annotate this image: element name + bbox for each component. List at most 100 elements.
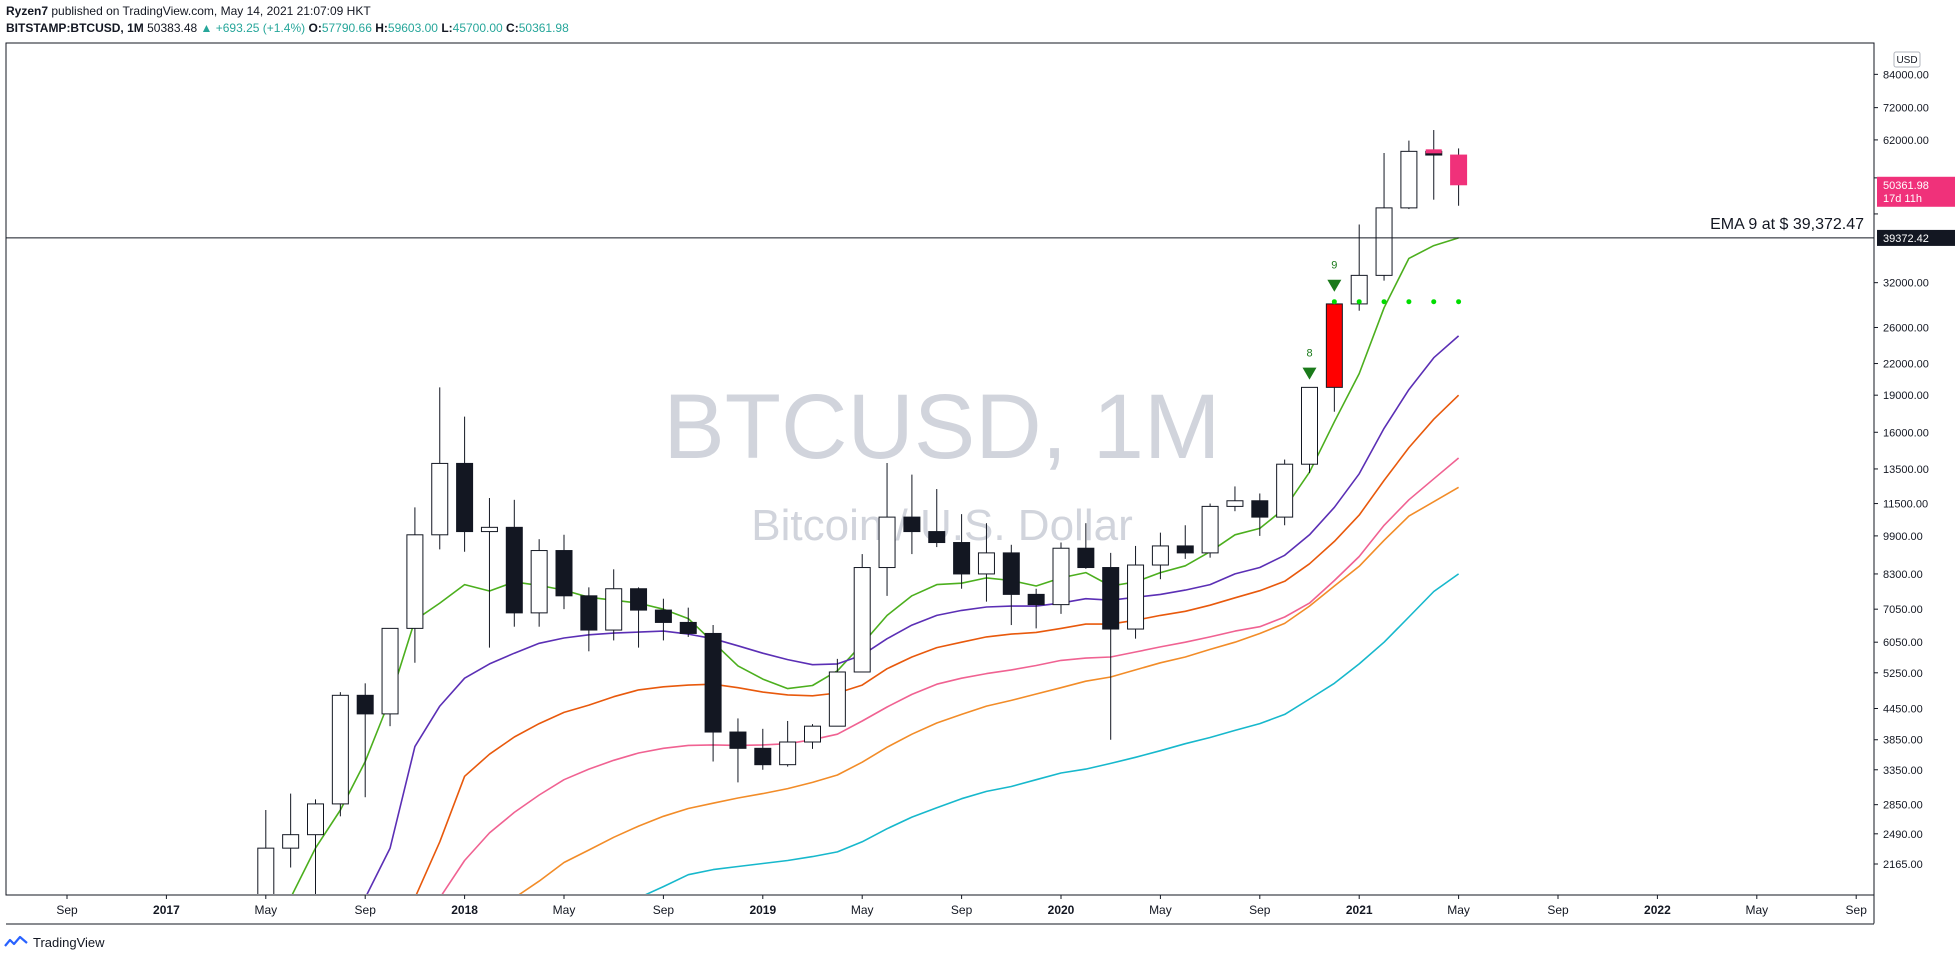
x-tick-label: 2018 xyxy=(451,903,478,917)
candle-body xyxy=(853,567,871,673)
price-axis: 2165.00 2490.00 2850.00 3350.00 3850.00 4450.… xyxy=(1874,51,1929,871)
ema-line-ema150[interactable] xyxy=(514,486,1460,898)
candle-body xyxy=(1077,547,1095,569)
y-tick-label: 9900.00 xyxy=(1883,531,1923,543)
candle[interactable] xyxy=(704,625,722,762)
ema-line-ema100[interactable] xyxy=(440,457,1460,898)
ema-line-ema20[interactable] xyxy=(365,335,1460,898)
candle[interactable] xyxy=(331,692,349,817)
open-value: 57790.66 xyxy=(321,21,372,35)
candle-body xyxy=(1450,154,1468,186)
candle[interactable] xyxy=(1176,525,1194,559)
candle-body xyxy=(1176,545,1194,554)
x-tick-label: May xyxy=(553,903,576,917)
candle[interactable] xyxy=(1325,301,1343,412)
ema-line-ema200[interactable] xyxy=(639,573,1460,898)
candle[interactable] xyxy=(356,683,374,798)
candle[interactable] xyxy=(729,718,747,783)
publication-line: Ryzen7 published on TradingView.com, May… xyxy=(6,4,371,18)
candle[interactable] xyxy=(853,554,871,673)
candle[interactable] xyxy=(605,569,623,641)
candle[interactable] xyxy=(977,523,995,602)
candle-highlight xyxy=(1425,149,1442,154)
candle[interactable] xyxy=(1226,486,1244,512)
support-dot xyxy=(1406,299,1412,305)
candle[interactable] xyxy=(1276,459,1294,526)
candle[interactable] xyxy=(1425,130,1443,200)
candle[interactable] xyxy=(679,607,697,637)
close-label: C: xyxy=(506,21,519,35)
candle[interactable] xyxy=(654,598,672,641)
candle[interactable] xyxy=(1052,542,1070,614)
candle-body xyxy=(630,588,648,611)
candle-body xyxy=(480,526,498,533)
y-tick-label: 19000.00 xyxy=(1883,390,1929,402)
candle[interactable] xyxy=(406,507,424,663)
currency-unit-label: USD xyxy=(1896,55,1917,66)
candle[interactable] xyxy=(1350,224,1368,311)
last-price: 50383.48 xyxy=(147,21,198,35)
candle[interactable] xyxy=(530,539,548,627)
candle[interactable] xyxy=(754,728,772,770)
candle-body xyxy=(1226,500,1244,507)
candle[interactable] xyxy=(381,627,399,727)
candle[interactable] xyxy=(1400,140,1418,210)
candle[interactable] xyxy=(282,793,300,868)
x-tick-label: May xyxy=(851,903,874,917)
candle[interactable] xyxy=(580,587,598,652)
currency-unit-box[interactable] xyxy=(1893,51,1921,68)
x-tick-label: May xyxy=(1745,903,1768,917)
symbol-label[interactable]: BITSTAMP:BTCUSD, 1M xyxy=(6,21,144,35)
candle[interactable] xyxy=(1151,532,1169,580)
candle[interactable] xyxy=(257,810,275,961)
candle[interactable] xyxy=(307,799,324,898)
candle-body xyxy=(456,462,474,533)
tradingview-logo-icon[interactable] xyxy=(4,934,28,950)
published-text: published on TradingView.com, May 14, 20… xyxy=(48,4,371,18)
candle[interactable] xyxy=(1077,523,1095,569)
ema-line-ema50[interactable] xyxy=(415,394,1460,898)
y-tick-label: 2165.00 xyxy=(1883,859,1923,871)
y-tick-label: 5250.00 xyxy=(1883,668,1923,680)
candle-body xyxy=(1052,547,1070,606)
time-axis: Sep 2017 May Sep 2018 May Sep 2019 May Sep 2020 May… xyxy=(56,895,1867,917)
x-tick-label: Sep xyxy=(355,903,377,917)
candle[interactable] xyxy=(804,724,821,749)
candle[interactable] xyxy=(1251,493,1269,536)
candle[interactable] xyxy=(779,720,797,767)
candle[interactable] xyxy=(431,387,449,550)
candle[interactable] xyxy=(555,534,573,610)
candle[interactable] xyxy=(1027,588,1045,629)
candle[interactable] xyxy=(928,489,946,548)
candle[interactable] xyxy=(1102,552,1120,740)
candle[interactable] xyxy=(1301,386,1318,473)
candle[interactable] xyxy=(480,497,498,648)
last-price-label-bg xyxy=(1877,176,1955,207)
candle[interactable] xyxy=(1127,545,1145,639)
candle[interactable] xyxy=(630,587,648,648)
candle-body xyxy=(1276,463,1294,518)
candle-body xyxy=(1201,505,1219,554)
candle[interactable] xyxy=(953,514,971,589)
candle[interactable] xyxy=(1450,148,1468,206)
candle-body xyxy=(1151,545,1169,566)
candle[interactable] xyxy=(903,474,921,555)
candle-body xyxy=(903,516,921,533)
ema-line-ema9[interactable] xyxy=(291,237,1459,898)
candle[interactable] xyxy=(1201,503,1219,558)
candle[interactable] xyxy=(505,499,523,627)
publisher-name[interactable]: Ryzen7 xyxy=(6,4,49,18)
candle-body xyxy=(729,731,747,749)
candle[interactable] xyxy=(456,416,474,552)
candle[interactable] xyxy=(1002,544,1020,626)
td-count-label: 9 xyxy=(1331,260,1337,272)
y-tick-label: 3850.00 xyxy=(1883,735,1923,747)
x-tick-label: Sep xyxy=(1846,903,1868,917)
candle-body xyxy=(1301,386,1318,465)
y-tick-label: 16000.00 xyxy=(1883,427,1929,439)
candle[interactable] xyxy=(1375,153,1393,281)
footer-brand[interactable]: TradingView xyxy=(33,934,105,950)
candle[interactable] xyxy=(878,462,896,596)
candle[interactable] xyxy=(828,658,846,727)
